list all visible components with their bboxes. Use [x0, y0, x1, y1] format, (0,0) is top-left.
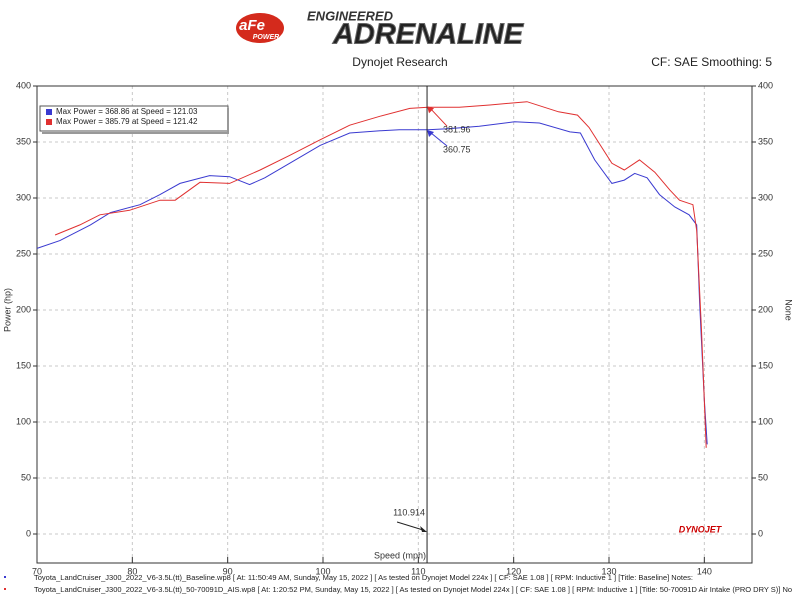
x-axis-label: Speed (mph) [374, 550, 426, 560]
y-axis-label: Power (hp) [2, 288, 12, 332]
x-tick-label: 70 [32, 566, 42, 576]
y2-tick-label: 350 [758, 136, 773, 146]
y-tick-label: 200 [16, 304, 31, 314]
y-tick-label: 250 [16, 248, 31, 258]
legend-shadow [42, 108, 229, 134]
footer-marker [4, 576, 6, 578]
footer-line: Toyota_LandCruiser_J300_2022_V6-3.5L(tt)… [34, 573, 693, 582]
y2-tick-label: 50 [758, 472, 768, 482]
y2-tick-label: 150 [758, 360, 773, 370]
footer-marker [4, 588, 6, 590]
y2-tick-label: 250 [758, 248, 773, 258]
annotation-label: 360.75 [443, 144, 471, 154]
logo-text: aFe [239, 17, 265, 34]
annotation-label: 381.96 [443, 125, 471, 135]
y2-tick-label: 300 [758, 192, 773, 202]
watermark: DYNOJET [679, 524, 723, 534]
x-tick-label: 110 [411, 566, 425, 576]
legend-swatch [46, 119, 52, 125]
footer-line: Toyota_LandCruiser_J300_2022_V6-3.5L(tt)… [34, 585, 792, 594]
logo: aFe POWER ENGINEERED ADRENALINE [236, 8, 525, 51]
y2-tick-label: 100 [758, 416, 773, 426]
x-tick-label: 120 [506, 566, 521, 576]
y-tick-label: 350 [16, 136, 31, 146]
y-tick-label: 0 [26, 528, 31, 538]
brand-main: ADRENALINE [332, 19, 525, 51]
series-line [54, 101, 707, 448]
x-tick-label: 100 [315, 566, 330, 576]
legend-box [39, 105, 229, 132]
x-tick-label: 130 [601, 566, 616, 576]
legend-label: Max Power = 368.86 at Speed = 121.03 [56, 107, 198, 116]
chart-title: Dynojet Research [352, 55, 447, 69]
x-tick-label: 80 [127, 566, 137, 576]
chart-subtitle: CF: SAE Smoothing: 5 [651, 55, 772, 69]
cursor-arrow [396, 521, 424, 531]
y2-axis-label: None [784, 299, 794, 321]
y-tick-label: 50 [21, 472, 31, 482]
brand-top: ENGINEERED [307, 8, 394, 23]
y-tick-label: 150 [16, 360, 31, 370]
legend-swatch [46, 109, 52, 115]
y-tick-label: 400 [16, 80, 31, 90]
legend-label: Max Power = 385.79 at Speed = 121.42 [56, 117, 198, 126]
x-tick-label: 140 [697, 566, 712, 576]
cursor-label: 110.914 [393, 507, 425, 517]
series-line [36, 121, 708, 445]
annotation-leader [430, 132, 448, 147]
y2-tick-label: 400 [758, 80, 773, 90]
annotation-leader [430, 108, 448, 127]
logo-sub: POWER [253, 34, 279, 41]
y-tick-label: 300 [16, 192, 31, 202]
legend: Max Power = 368.86 at Speed = 121.03Max … [39, 105, 229, 134]
annotation-marker [427, 106, 435, 114]
y-tick-label: 100 [16, 416, 31, 426]
y2-tick-label: 200 [758, 304, 773, 314]
logo-badge [236, 13, 284, 43]
plot-frame [36, 85, 753, 564]
y2-tick-label: 0 [758, 528, 763, 538]
x-tick-label: 90 [223, 566, 233, 576]
annotation-marker [427, 129, 435, 137]
cursor-arrowhead [420, 526, 428, 532]
